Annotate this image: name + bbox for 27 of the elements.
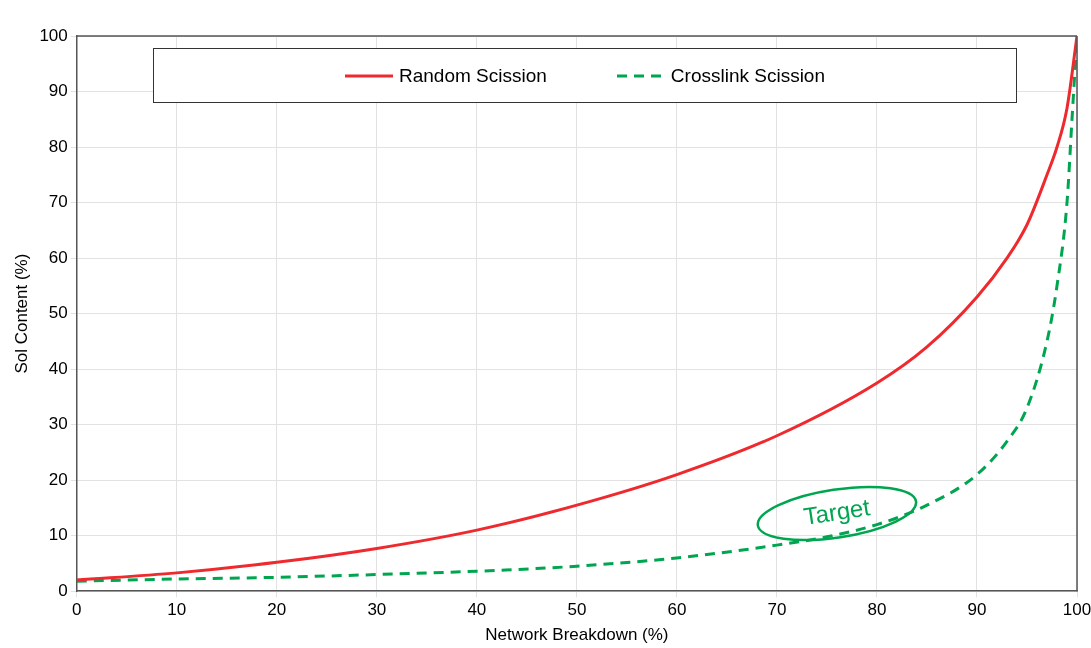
x-axis-title: Network Breakdown (%) — [485, 625, 669, 645]
x-tick-label: 0 — [72, 600, 82, 620]
x-tick-label: 100 — [1062, 600, 1091, 620]
x-tick-label: 60 — [667, 600, 687, 620]
y-tick-label: 60 — [48, 247, 68, 267]
y-tick-label: 30 — [48, 414, 68, 434]
y-tick-label: 10 — [48, 525, 68, 545]
x-tick-label: 50 — [567, 600, 587, 620]
y-axis-title: Sol Content (%) — [11, 253, 31, 374]
y-tick-label: 100 — [39, 25, 68, 45]
x-tick-label: 70 — [767, 600, 787, 620]
x-tick-label: 80 — [867, 600, 887, 620]
x-tick-label: 90 — [967, 600, 987, 620]
x-tick-label: 40 — [467, 600, 487, 620]
y-tick-label: 40 — [48, 358, 68, 378]
y-tick-label: 80 — [48, 136, 68, 156]
x-tick-label: 10 — [167, 600, 187, 620]
y-tick-label: 50 — [48, 303, 68, 323]
x-tick-label: 20 — [267, 600, 287, 620]
legend-label: Random Scission — [399, 64, 547, 87]
y-tick-label: 0 — [58, 580, 68, 600]
legend-label: Crosslink Scission — [670, 64, 825, 87]
y-tick-label: 90 — [48, 81, 68, 101]
x-tick-label: 30 — [367, 600, 387, 620]
y-tick-label: 20 — [48, 469, 68, 489]
y-tick-label: 70 — [48, 192, 68, 212]
annotation: Target — [801, 493, 872, 530]
